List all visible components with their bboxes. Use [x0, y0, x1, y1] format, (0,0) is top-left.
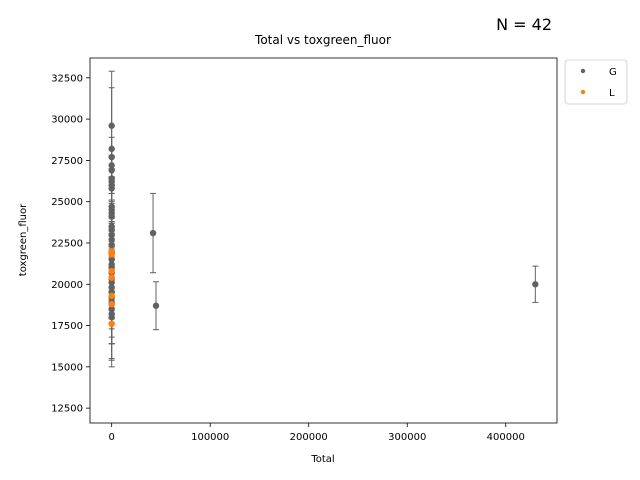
y-axis-label: toxgreen_fluor: [18, 203, 29, 276]
y-tick-label: 32500: [51, 73, 83, 84]
plot-frame: [89, 57, 558, 424]
data-point-g: [108, 226, 115, 233]
data-point-g: [108, 145, 115, 153]
data-point-g: [149, 229, 157, 237]
sample-count-annotation: N = 42: [496, 15, 552, 34]
plot-area: [90, 58, 557, 423]
data-point-g: [108, 167, 115, 174]
legend-marker-g: [580, 68, 586, 74]
x-tick-label: 300000: [388, 432, 426, 443]
data-point-g: [108, 231, 115, 238]
data-point-g: [108, 122, 115, 129]
y-tick-label: 12500: [51, 404, 83, 415]
data-point-g: [108, 241, 115, 248]
legend-frame: [564, 59, 628, 105]
data-point-g: [108, 185, 115, 192]
data-point-g: [108, 305, 115, 313]
data-point-g: [532, 281, 539, 288]
x-axis-label: Total: [310, 454, 334, 465]
x-tick-label: 100000: [191, 432, 229, 443]
y-tick-label: 22500: [51, 238, 83, 249]
legend: G L: [564, 59, 628, 105]
data-point-g: [108, 162, 115, 169]
data-point-g: [108, 213, 115, 220]
data-point-g: [108, 279, 115, 286]
data-point-g: [108, 314, 115, 321]
data-point-l: [108, 274, 115, 281]
data-point-g: [108, 256, 115, 263]
data-point-g: [152, 302, 160, 309]
x-tick-label: 200000: [290, 432, 328, 443]
y-tick-label: 27500: [51, 156, 83, 167]
chart-title: Total vs toxgreen_fluor: [254, 33, 391, 47]
legend-label-l: L: [609, 88, 615, 99]
y-tick-label: 25000: [51, 197, 83, 208]
x-tick-label: 400000: [487, 432, 525, 443]
y-tick-label: 17500: [51, 321, 83, 332]
data-point-l: [108, 300, 115, 308]
legend-label-g: G: [609, 67, 617, 78]
data-point-g: [108, 153, 115, 161]
data-point-l: [108, 292, 115, 300]
x-axis-ticks: 0 100000 200000 300000 400000: [108, 423, 525, 443]
y-axis-ticks: 12500 15000 17500 20000 22500 25000 27500 30000…: [51, 73, 90, 415]
data-point-l: [108, 251, 115, 258]
y-tick-label: 30000: [51, 115, 83, 126]
data-points: [108, 122, 539, 328]
data-point-g: [108, 284, 115, 291]
data-point-l: [108, 320, 115, 328]
data-point-g: [108, 236, 115, 243]
legend-marker-l: [580, 89, 586, 95]
x-tick-label: 0: [108, 432, 114, 443]
y-tick-label: 20000: [51, 280, 83, 291]
y-tick-label: 15000: [51, 362, 83, 373]
data-point-l: [108, 267, 115, 275]
